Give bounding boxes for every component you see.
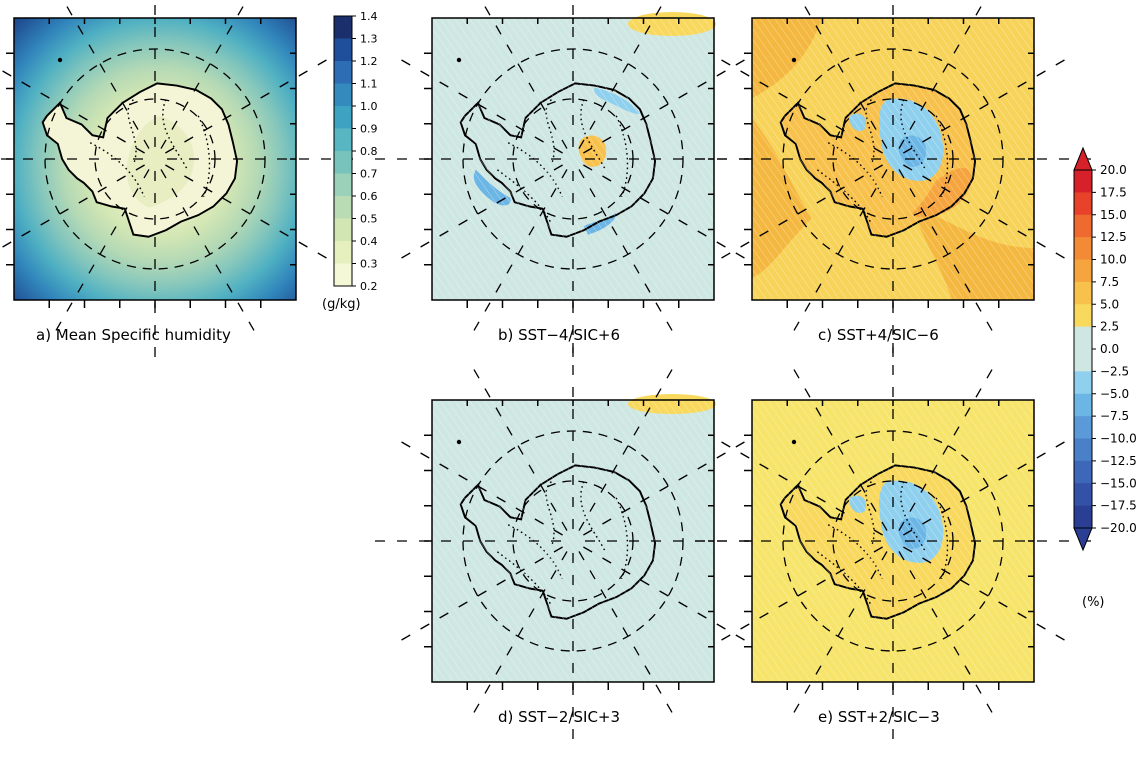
colorbar-mean-swatch [334, 151, 352, 174]
colorbar-mean-tick-label: 1.4 [360, 10, 378, 23]
colorbar-anomaly-swatch [1074, 214, 1092, 238]
colorbar-mean-tick-label: 0.6 [360, 190, 378, 203]
colorbar-mean-swatch [334, 61, 352, 84]
panel-e-caption: e) SST+2/SIC−3 [818, 708, 940, 726]
colorbar-anomaly-tick-label: −10.0 [1100, 432, 1137, 446]
colorbar-mean-tick-label: 1.1 [360, 78, 378, 91]
colorbar-mean-swatch [334, 263, 352, 287]
panel-b-caption: b) SST−4/SIC+6 [498, 326, 620, 344]
colorbar-anomaly-tick-label: −12.5 [1100, 454, 1137, 468]
colorbar-mean-swatch [334, 128, 352, 152]
panel-d-sst-minus2 [373, 341, 773, 741]
panel-a-antarctica [41, 82, 239, 238]
colorbar-anomaly-tick-label: 5.0 [1100, 297, 1119, 311]
colorbar-anomaly-tick-label: 2.5 [1100, 320, 1119, 334]
colorbar-anomaly-swatch [1074, 393, 1092, 417]
colorbar-anomaly-swatch [1074, 483, 1092, 507]
panel-c-sst-plus4 [693, 0, 1093, 359]
panel-b-sst-minus4 [373, 0, 773, 359]
colorbar-mean-swatch [334, 173, 352, 197]
colorbar-anomaly-swatch [1074, 371, 1092, 395]
colorbar-anomaly: 20.0 17.5 15.0 12.5 10.0 7.5 5.0 2.5 0.0 −2.5 −5.0… [1073, 146, 1137, 552]
colorbar-anomaly-tick-label: −15.0 [1100, 476, 1137, 490]
colorbar-anomaly-swatch [1074, 281, 1092, 305]
colorbar-mean-swatch [334, 16, 352, 39]
colorbar-anomaly-swatch [1074, 170, 1092, 193]
colorbar-anomaly-tick-label: 7.5 [1100, 275, 1119, 289]
colorbar-anomaly-swatch [1074, 259, 1092, 283]
colorbar-mean-swatch [334, 83, 352, 107]
colorbar-anomaly-tick-label: 10.0 [1100, 253, 1127, 267]
colorbar-mean-tick-label: 1.0 [360, 100, 378, 113]
colorbar-anomaly-tick-label: −5.0 [1100, 387, 1129, 401]
colorbar-anomaly-tick-label: −2.5 [1100, 364, 1129, 378]
colorbar-anomaly-swatch [1074, 349, 1092, 372]
colorbar-anomaly-swatch [1074, 304, 1092, 328]
colorbar-mean-tick-label: 1.2 [360, 55, 378, 68]
colorbar-mean-tick-label: 0.4 [360, 235, 378, 248]
panel-e-sst-plus2 [693, 341, 1093, 741]
colorbar-mean-tick-label: 1.3 [360, 33, 378, 46]
panel-a-caption: a) Mean Specific humidity [36, 326, 231, 344]
colorbar-mean-swatch [334, 218, 352, 242]
colorbar-anomaly-tick-label: −17.5 [1100, 499, 1137, 513]
colorbar-anomaly-swatch [1074, 326, 1092, 350]
colorbar-anomaly-tick-label: 17.5 [1100, 185, 1127, 199]
colorbar-mean-tick-label: 0.2 [360, 280, 378, 293]
colorbar-anomaly-swatch [1074, 416, 1092, 439]
panel-d-caption: d) SST−2/SIC+3 [498, 708, 620, 726]
panel-a-ticks [6, 18, 296, 308]
colorbar-mean-tick-label: 0.5 [360, 213, 378, 226]
colorbar-anomaly-swatch [1074, 438, 1092, 462]
colorbar-mean-tick-label: 0.8 [360, 145, 378, 158]
colorbar-anomaly-tick-label: −20.0 [1100, 521, 1137, 535]
panel-c-caption: c) SST+4/SIC−6 [818, 326, 939, 344]
colorbar-anomaly-tick-label: −7.5 [1100, 409, 1129, 423]
colorbar-anomaly-swatch [1074, 192, 1092, 216]
colorbar-mean-unit: (g/kg) [322, 297, 361, 312]
panel-a-graticule [0, 0, 355, 359]
colorbar-anomaly-swatch [1074, 460, 1092, 484]
colorbar-anomaly-bottom-cap [1073, 527, 1093, 552]
colorbar-mean-swatch [334, 106, 352, 129]
colorbar-mean-swatch [334, 38, 352, 62]
colorbar-anomaly-tick-label: 20.0 [1100, 163, 1127, 177]
colorbar-anomaly-swatch [1074, 505, 1092, 529]
colorbar-anomaly-swatch [1074, 237, 1092, 260]
colorbar-anomaly-tick-label: 0.0 [1100, 342, 1119, 356]
colorbar-mean-tick-label: 0.7 [360, 168, 378, 181]
colorbar-anomaly-unit: (%) [1082, 595, 1105, 610]
colorbar-mean-tick-label: 0.9 [360, 123, 378, 136]
colorbar-mean-tick-label: 0.3 [360, 258, 378, 271]
colorbar-mean: 1.4 1.3 1.2 1.1 1.0 0.9 0.8 0.7 0.6 0.5 0.4 0.3 0.2 [333, 10, 378, 293]
colorbar-anomaly-tick-label: 12.5 [1100, 230, 1127, 244]
colorbar-mean-swatch [334, 241, 352, 264]
colorbar-mean-swatch [334, 196, 352, 219]
panel-a-mean-specific-humidity [0, 0, 355, 359]
colorbar-anomaly-tick-label: 15.0 [1100, 208, 1127, 222]
